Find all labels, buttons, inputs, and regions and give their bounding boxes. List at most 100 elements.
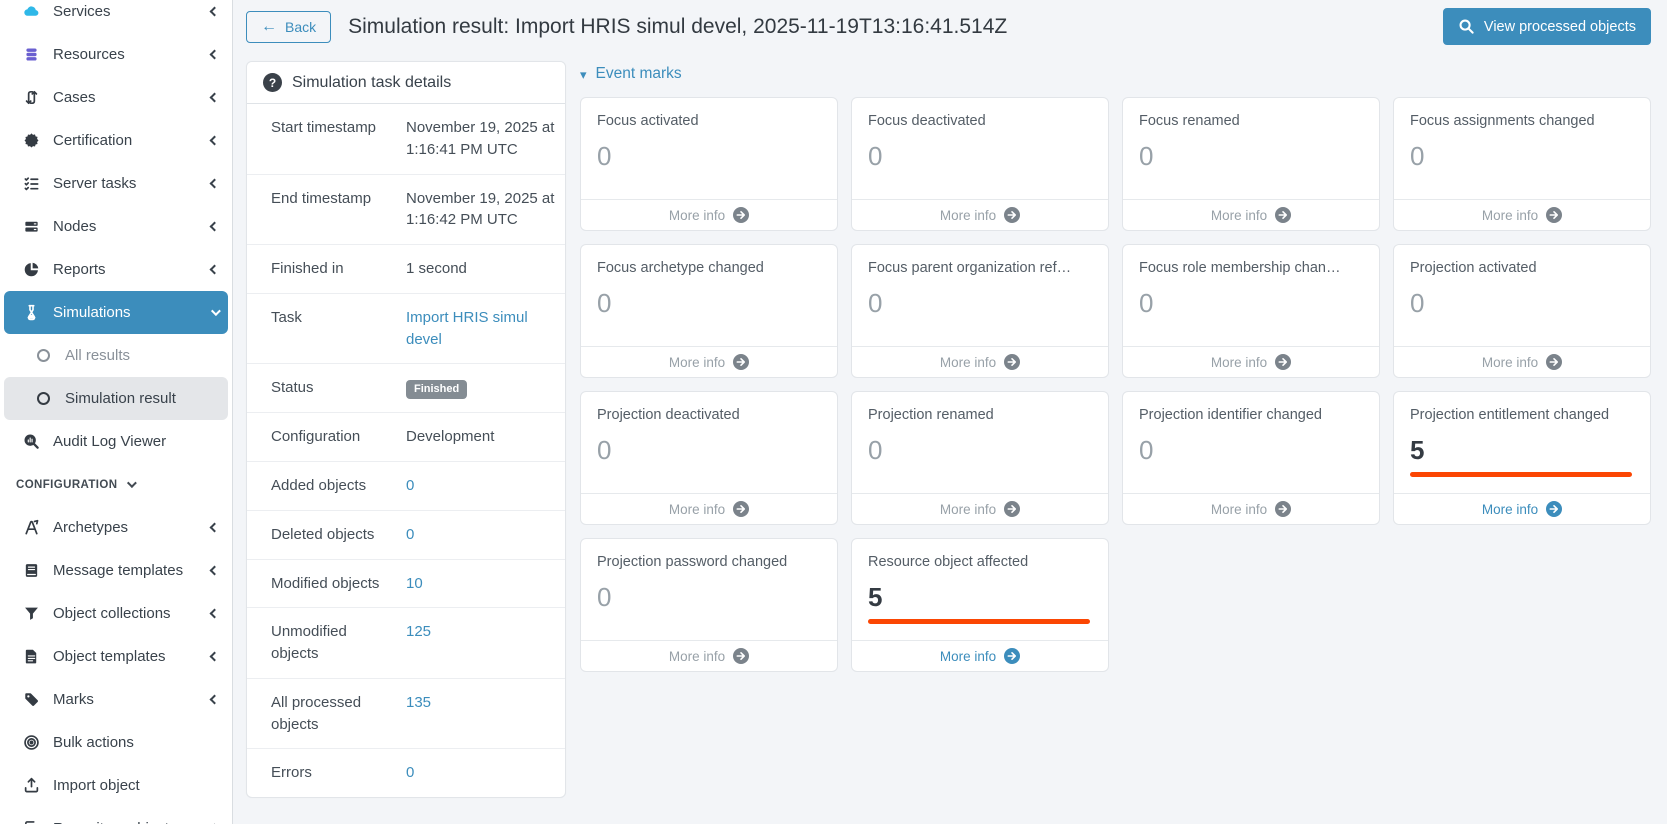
detail-value-link[interactable]: Import HRIS simul devel	[406, 308, 528, 348]
card-title: Projection deactivated	[597, 407, 740, 423]
event-marks-toggle[interactable]: ▾ Event marks	[580, 65, 682, 83]
sidebar-section-label: CONFIGURATION	[16, 478, 118, 491]
card-title: Projection activated	[1410, 260, 1537, 276]
event-marks-grid: Focus activated 0 More info Focus deactivat…	[580, 97, 1651, 672]
sidebar-item-label: Repository objects	[53, 820, 211, 824]
view-processed-objects-button[interactable]: View processed objects	[1442, 8, 1651, 45]
more-info-label: More info	[1481, 207, 1539, 223]
help-icon: ?	[263, 73, 282, 92]
more-info-label: More info	[668, 648, 726, 664]
sidebar-item-label: Server tasks	[53, 175, 137, 192]
sidebar-item-simulation-result[interactable]: Simulation result	[4, 377, 228, 420]
more-info-link[interactable]: More info	[581, 199, 837, 230]
more-info-link[interactable]: More info	[852, 199, 1108, 230]
more-info-link[interactable]: More info	[581, 493, 837, 524]
sidebar-item-server-tasks[interactable]: Server tasks	[4, 162, 228, 205]
event-marks-title: Event marks	[595, 65, 682, 82]
object-templates-icon	[20, 648, 42, 666]
sidebar-item-cases[interactable]: Cases	[4, 76, 228, 119]
sidebar-item-label: Cases	[53, 89, 96, 106]
card-body: Focus activated 0	[581, 98, 837, 199]
sidebar-item-repository-objects[interactable]: Repository objects	[4, 807, 228, 824]
back-button[interactable]: ← Back	[246, 10, 332, 43]
sidebar-item-archetypes[interactable]: Archetypes	[4, 506, 228, 549]
panel-header: ? Simulation task details	[247, 62, 565, 104]
page-title: Simulation result: Import HRIS simul dev…	[348, 14, 1008, 38]
sidebar-item-label: Services	[53, 3, 111, 20]
more-info-link[interactable]: More info	[852, 346, 1108, 377]
more-info-link[interactable]: More info	[581, 640, 837, 671]
sidebar-item-marks[interactable]: Marks	[4, 678, 228, 721]
detail-value-link[interactable]: 10	[406, 574, 423, 592]
event-mark-card-projection-entitlement-changed: Projection entitlement changed 5 More info	[1393, 391, 1651, 525]
sidebar-item-services[interactable]: Services	[4, 0, 228, 33]
sidebar: Services Resources Cases Certification Serve…	[0, 0, 233, 824]
more-info-link[interactable]: More info	[852, 493, 1108, 524]
detail-label: Finished in	[271, 260, 344, 277]
sidebar-item-label: Archetypes	[53, 519, 129, 536]
detail-row-end-timestamp: End timestamp November 19, 2025 at 1:16:4…	[247, 173, 565, 245]
sidebar-item-reports[interactable]: Reports	[4, 248, 228, 291]
sidebar-item-simulations[interactable]: Simulations	[4, 291, 228, 334]
chevron-left-icon	[209, 264, 220, 275]
sidebar-item-object-templates[interactable]: Object templates	[4, 635, 228, 678]
event-mark-card-projection-renamed: Projection renamed 0 More info	[851, 391, 1109, 525]
detail-row-status: Status Finished	[247, 363, 565, 412]
detail-value-link[interactable]: 125	[406, 623, 432, 641]
more-info-link[interactable]: More info	[1394, 493, 1650, 524]
arrow-circle-right-icon	[1546, 207, 1563, 223]
more-info-link[interactable]: More info	[581, 346, 837, 377]
more-info-link[interactable]: More info	[1394, 346, 1650, 377]
card-body: Focus renamed 0	[1123, 98, 1379, 199]
sidebar-item-nodes[interactable]: Nodes	[4, 205, 228, 248]
detail-value-link[interactable]: 0	[406, 525, 415, 543]
sidebar-item-import-object[interactable]: Import object	[4, 764, 228, 807]
detail-label: Configuration	[271, 428, 361, 446]
repository-objects-icon	[20, 820, 42, 824]
event-mark-card-projection-activated: Projection activated 0 More info	[1393, 244, 1651, 378]
sidebar-item-message-templates[interactable]: Message templates	[4, 549, 228, 592]
detail-value-link[interactable]: 0	[406, 764, 415, 782]
more-info-link[interactable]: More info	[1123, 199, 1379, 230]
sidebar-menu: Services Resources Cases Certification Serve…	[0, 0, 232, 824]
card-value: 0	[597, 141, 612, 171]
event-mark-card-focus-role-membership-chan: Focus role membership chan… 0 More info	[1122, 244, 1380, 378]
event-mark-card-focus-deactivated: Focus deactivated 0 More info	[851, 97, 1109, 231]
card-title: Focus role membership chan…	[1139, 260, 1341, 276]
arrow-circle-right-icon	[1004, 648, 1021, 664]
arrow-circle-right-icon	[1275, 354, 1292, 370]
sidebar-section-configuration[interactable]: CONFIGURATION	[0, 463, 232, 506]
arrow-circle-right-icon	[1004, 501, 1021, 517]
more-info-link[interactable]: More info	[1123, 346, 1379, 377]
detail-row-configuration: Configuration Development	[247, 412, 565, 461]
flask-icon	[20, 304, 42, 322]
detail-row-all-processed-objects: All processed objects 135	[247, 677, 565, 749]
detail-value-link[interactable]: 135	[406, 693, 432, 711]
arrow-circle-right-icon	[1275, 501, 1292, 517]
chevron-down-icon	[210, 306, 221, 317]
more-info-link[interactable]: More info	[1123, 493, 1379, 524]
chevron-left-icon	[209, 608, 220, 619]
sidebar-item-certification[interactable]: Certification	[4, 119, 228, 162]
sidebar-item-object-collections[interactable]: Object collections	[4, 592, 228, 635]
more-info-link[interactable]: More info	[852, 640, 1108, 671]
view-processed-objects-label: View processed objects	[1483, 18, 1636, 35]
details-table: Start timestamp November 19, 2025 at 1:16…	[247, 104, 565, 797]
detail-row-errors: Errors 0	[247, 748, 565, 797]
detail-row-unmodified-objects: Unmodified objects 125	[247, 607, 565, 678]
sidebar-item-bulk-actions[interactable]: Bulk actions	[4, 721, 228, 764]
detail-value: 0	[406, 524, 555, 546]
detail-label: End timestamp	[271, 189, 372, 207]
sidebar-item-resources[interactable]: Resources	[4, 33, 228, 76]
sidebar-item-all-results[interactable]: All results	[4, 334, 228, 377]
detail-row-added-objects: Added objects 0	[247, 461, 565, 510]
detail-value-link[interactable]: 0	[406, 477, 415, 495]
more-info-link[interactable]: More info	[1394, 199, 1650, 230]
circle-icon	[32, 347, 54, 365]
sidebar-item-audit-log-viewer[interactable]: Audit Log Viewer	[4, 420, 228, 463]
detail-label: All processed objects	[271, 693, 362, 733]
reports-icon	[20, 261, 42, 279]
event-mark-card-focus-renamed: Focus renamed 0 More info	[1122, 97, 1380, 231]
search-icon	[1458, 18, 1475, 35]
detail-label: Errors	[271, 764, 312, 782]
